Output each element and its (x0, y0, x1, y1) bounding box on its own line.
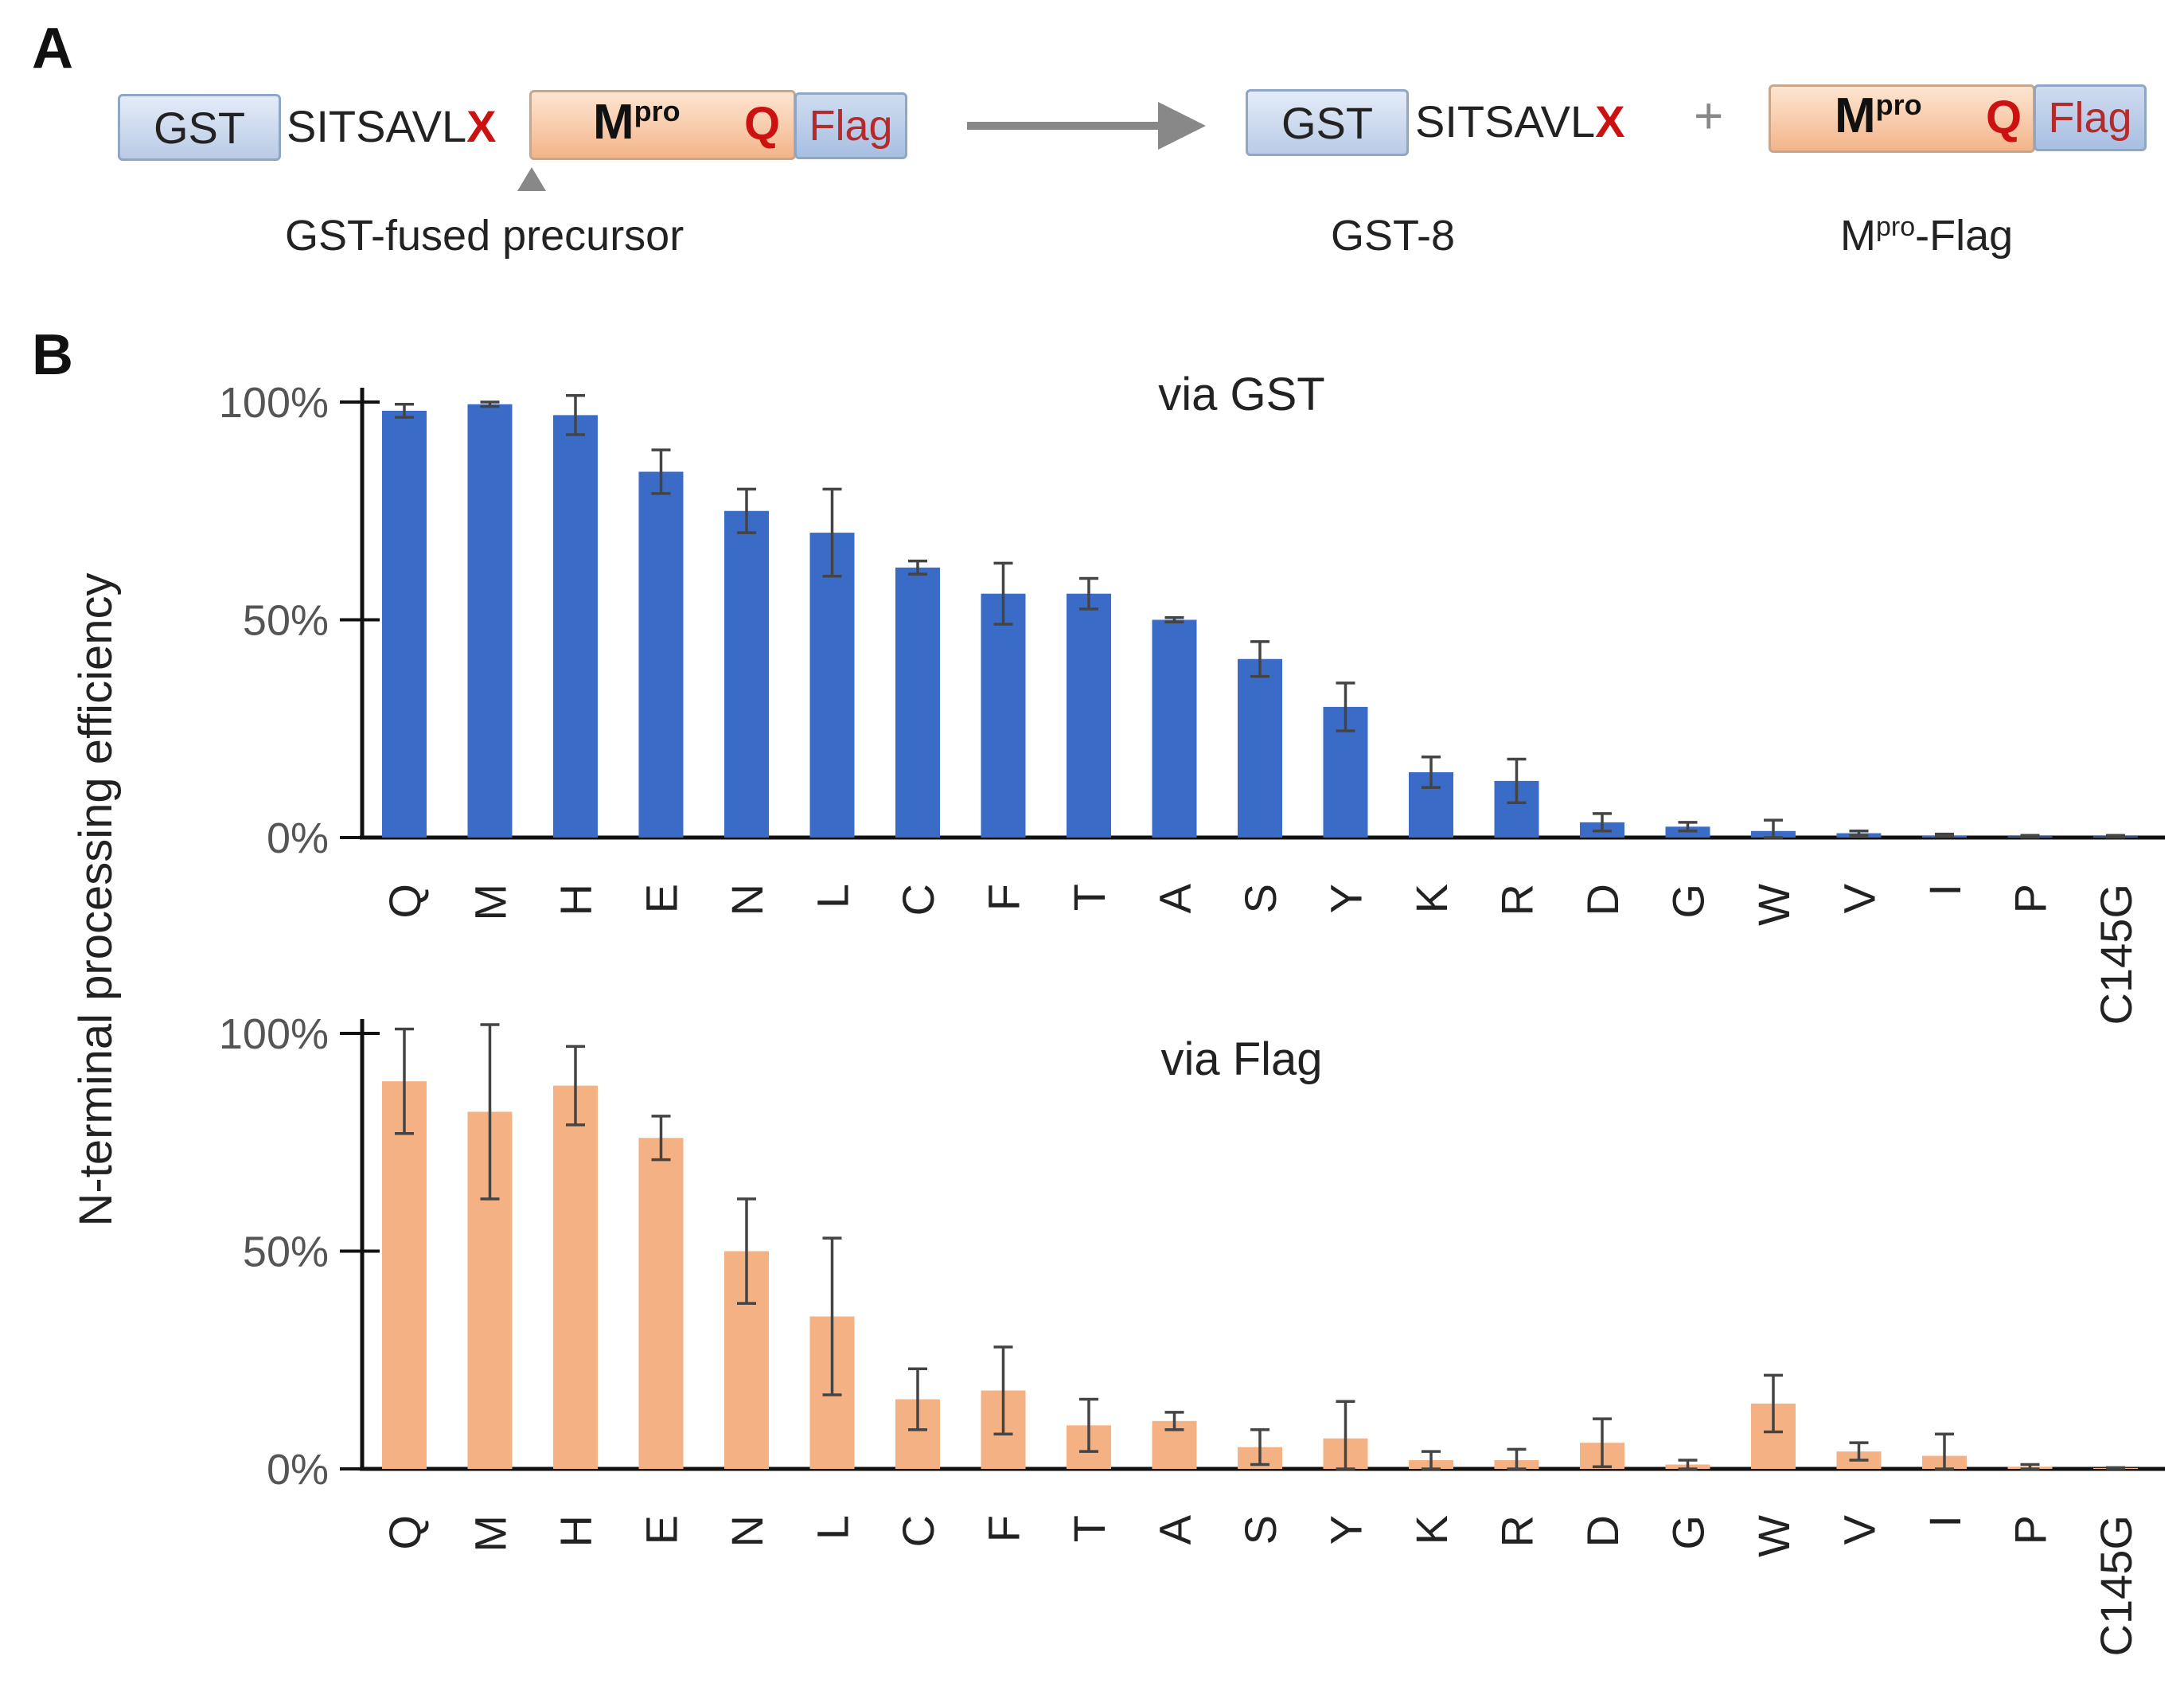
gst-category-label-E: E (637, 884, 687, 913)
flag-bar-E (638, 1138, 684, 1469)
flag-category-label-Q: Q (380, 1515, 430, 1550)
mpro-flag-caption: Mpro-Flag (1840, 211, 2013, 260)
flag-category-label-E: E (637, 1515, 687, 1545)
flag-category-label-N: N (722, 1515, 772, 1547)
gst-category-label-K: K (1406, 884, 1457, 913)
y-axis-label: N-terminal processing efficiency (70, 573, 122, 1227)
flag-category-label-T: T (1064, 1515, 1114, 1542)
gst-bar-L (809, 533, 855, 838)
mpro-flag-caption-rest: -Flag (1915, 212, 2014, 260)
flag-category-label-A: A (1150, 1514, 1200, 1545)
flag-ytick-label-0: 0% (267, 1446, 329, 1494)
gst-category-label-Q: Q (380, 884, 430, 919)
gst-bar-F (981, 593, 1026, 838)
flag-bar-H (553, 1085, 598, 1469)
gst-bar-C (895, 567, 940, 838)
panel-a-letter: A (32, 17, 73, 80)
flag-category-label-D: D (1578, 1515, 1628, 1547)
gst-category-label-S: S (1235, 884, 1285, 913)
plus-sign: + (1694, 87, 1724, 144)
precursor-mpro-box (529, 90, 796, 160)
gst-bar-Q (382, 410, 427, 838)
flag-category-label-G: G (1663, 1515, 1714, 1550)
precursor-sequence: SITSAVLX (287, 100, 497, 152)
gst-category-label-I: I (1920, 884, 1970, 896)
gst-category-label-F: F (979, 884, 1029, 911)
flag-bar-Q (382, 1081, 427, 1469)
product-sequence: SITSAVLX (1415, 96, 1625, 147)
precursor-gst-box: GST (118, 94, 281, 161)
gst-category-label-R: R (1492, 884, 1542, 916)
gst-category-label-D: D (1578, 884, 1628, 916)
flag-ytick-label-100: 100% (219, 1010, 329, 1058)
flag-category-label-I: I (1920, 1515, 1970, 1528)
product-mpro-main: M (1835, 88, 1876, 143)
gst-bar-H (553, 415, 598, 838)
product-mpro-label: Mpro (1835, 88, 1922, 144)
gst-ytick-label-50: 50% (243, 597, 329, 645)
precursor-mpro-sup: pro (634, 95, 681, 127)
product-x-residue: X (1595, 96, 1625, 146)
flag-chart-title: via Flag (1160, 1033, 1322, 1085)
flag-category-label-H: H (551, 1515, 601, 1547)
precursor-x-residue: X (466, 101, 497, 151)
flag-category-label-K: K (1406, 1515, 1457, 1545)
flag-category-label-R: R (1492, 1515, 1542, 1547)
mpro-flag-caption-main: M (1840, 212, 1876, 260)
product-mpro-box (1769, 84, 2035, 153)
precursor-caption: GST-fused precursor (285, 212, 684, 260)
gst-bar-M (467, 404, 513, 838)
precursor-q-residue: Q (744, 98, 781, 150)
product-flag-box: Flag (2034, 84, 2147, 151)
precursor-mpro-main: M (593, 95, 634, 150)
flag-ytick-label-50: 50% (243, 1228, 329, 1276)
flag-category-label-C: C (893, 1515, 943, 1547)
flag-category-label-F: F (979, 1515, 1029, 1542)
gst-category-label-M: M (466, 884, 516, 921)
gst-category-label-V: V (1835, 883, 1885, 913)
mpro-flag-caption-sup: pro (1875, 212, 1916, 242)
flag-category-label-S: S (1235, 1515, 1285, 1545)
flag-category-label-W: W (1749, 1515, 1799, 1557)
gst-category-label-N: N (722, 884, 772, 916)
product-mpro-sup: pro (1875, 88, 1922, 121)
flag-category-label-V: V (1835, 1514, 1885, 1545)
gst-category-label-Y: Y (1321, 884, 1371, 913)
product-gst-box: GST (1246, 89, 1409, 156)
gst-category-label-C145G: C145G (2091, 884, 2141, 1025)
product-q-residue: Q (1986, 92, 2022, 143)
precursor-seq-text: SITSAVL (287, 101, 467, 151)
gst-category-label-G: G (1663, 884, 1714, 919)
flag-category-label-Y: Y (1321, 1515, 1371, 1545)
gst-category-label-L: L (808, 884, 858, 908)
gst-ytick-label-100: 100% (219, 379, 329, 427)
gst-category-label-C: C (893, 884, 943, 916)
gst-bar-N (724, 510, 769, 838)
flag-category-label-M: M (466, 1515, 516, 1552)
flag-category-label-C145G: C145G (2091, 1515, 2141, 1656)
flag-category-label-L: L (808, 1515, 858, 1540)
flag-category-label-P: P (2006, 1515, 2056, 1545)
gst-category-label-H: H (551, 884, 601, 916)
gst-chart-title: via GST (1158, 369, 1325, 420)
panel-b-letter: B (32, 323, 73, 387)
product-seq-text: SITSAVL (1415, 96, 1596, 146)
gst-bar-A (1152, 619, 1197, 838)
gst-bar-E (638, 471, 684, 838)
gst-bar-T (1067, 593, 1111, 838)
gst-category-label-A: A (1150, 883, 1200, 913)
precursor-mpro-label: Mpro (593, 94, 681, 150)
precursor-flag-box: Flag (794, 92, 907, 159)
gst-category-label-T: T (1064, 884, 1114, 911)
gst-ytick-label-0: 0% (267, 814, 329, 862)
gst-category-label-W: W (1749, 884, 1799, 926)
gst8-caption: GST-8 (1331, 212, 1456, 260)
gst-category-label-P: P (2006, 884, 2056, 913)
gst-bar-S (1238, 658, 1282, 838)
